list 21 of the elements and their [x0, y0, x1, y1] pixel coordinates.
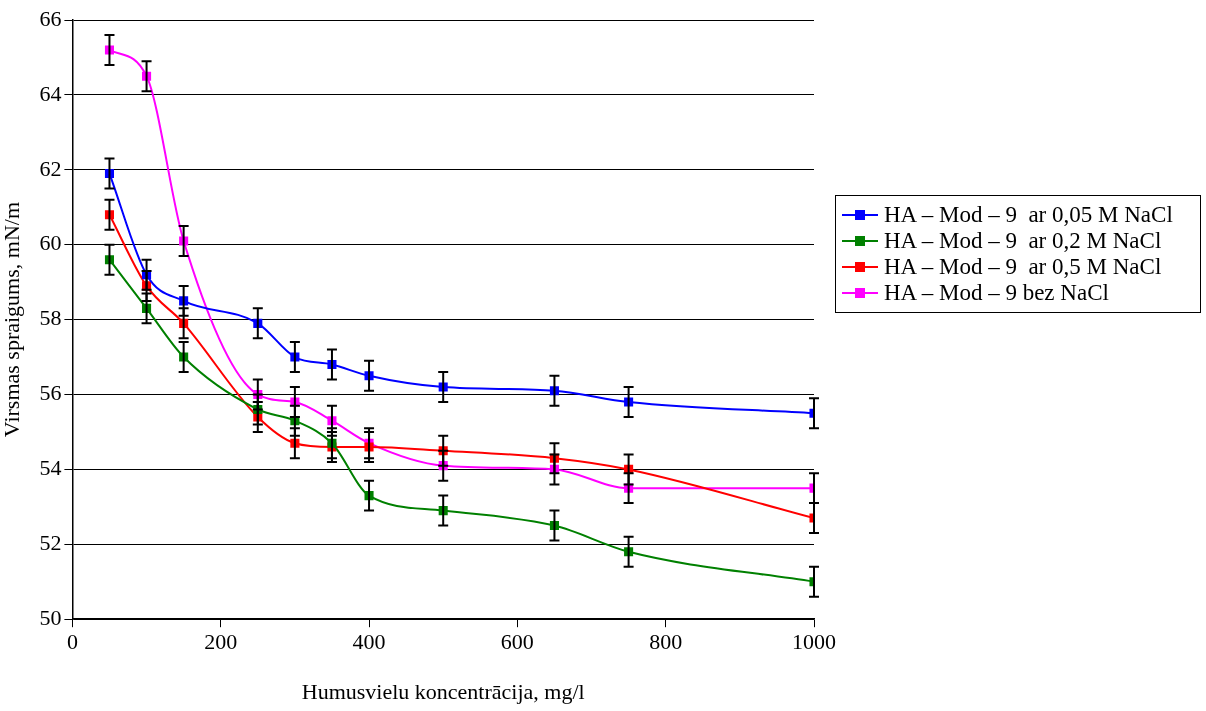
y-tick-label: 60: [39, 230, 62, 256]
legend-label: HA – Mod – 9 bez NaCl: [883, 280, 1109, 306]
y-tick-label: 56: [39, 380, 62, 406]
x-tick-label: 1000: [792, 629, 836, 655]
y-tick-label: 62: [39, 155, 62, 181]
y-tick-label: 52: [39, 530, 62, 556]
legend-label: HA – Mod – 9 ar 0,05 M NaCl: [883, 202, 1173, 228]
y-tick-label: 54: [39, 455, 62, 481]
x-tick-label: 200: [204, 629, 238, 655]
y-tick-label: 64: [39, 80, 62, 106]
y-tick-label: 66: [39, 5, 62, 31]
x-tick-label: 800: [649, 629, 683, 655]
legend-label: HA – Mod – 9 ar 0,2 M NaCl: [883, 228, 1162, 254]
x-tick-label: 0: [66, 629, 78, 655]
x-tick-label: 400: [352, 629, 386, 655]
x-tick-label: 600: [500, 629, 534, 655]
y-tick-label: 50: [39, 604, 62, 630]
x-axis-title: Humusvielu koncentrācija, mg/l: [301, 678, 585, 704]
legend-label: HA – Mod – 9 ar 0,5 M NaCl: [883, 254, 1162, 280]
y-tick-label: 58: [39, 305, 62, 331]
y-axis-title: Virsmas spraigums, mN/m: [0, 202, 24, 438]
